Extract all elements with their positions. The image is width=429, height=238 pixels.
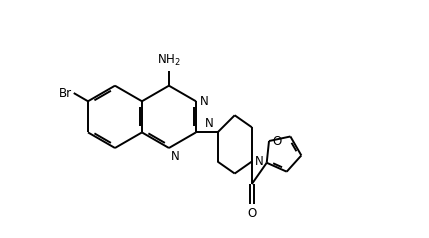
Text: Br: Br: [58, 87, 72, 99]
Text: O: O: [272, 134, 281, 148]
Text: N: N: [199, 95, 208, 108]
Text: N: N: [254, 155, 263, 168]
Text: NH$_2$: NH$_2$: [157, 52, 181, 68]
Text: N: N: [171, 150, 180, 163]
Text: O: O: [247, 207, 257, 220]
Text: N: N: [205, 117, 214, 130]
